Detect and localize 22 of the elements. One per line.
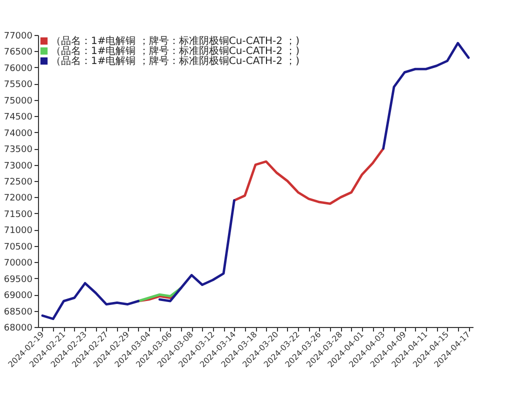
y-tick-label: 68500 xyxy=(4,307,33,318)
y-tick-label: 72500 xyxy=(4,178,33,188)
y-tick-label: 75000 xyxy=(4,96,33,106)
y-tick-label: 69000 xyxy=(4,291,33,302)
y-tick-label: 73500 xyxy=(4,145,33,156)
y-tick-label: 70500 xyxy=(4,242,33,252)
legend-label: （品名：1#电解铜 ；牌号：标准阴极铜Cu-CATH-2 ；) xyxy=(51,55,300,67)
y-tick-label: 76000 xyxy=(4,64,33,74)
y-tick-label: 71000 xyxy=(4,226,33,236)
y-tick-label: 74500 xyxy=(4,112,33,123)
y-tick-label: 73000 xyxy=(4,161,33,172)
legend-label: （品名：1#电解铜 ；牌号：标准阴极铜Cu-CATH-2 ；) xyxy=(51,35,300,47)
y-tick-label: 70000 xyxy=(4,258,33,269)
y-tick-label: 68000 xyxy=(4,324,33,334)
y-tick-label: 74000 xyxy=(4,128,33,139)
y-tick-label: 72000 xyxy=(4,194,33,204)
y-tick-label: 77000 xyxy=(4,32,33,42)
y-tick-label: 75500 xyxy=(4,80,33,90)
y-tick-label: 71500 xyxy=(4,210,33,220)
y-tick-label: 69500 xyxy=(4,274,33,285)
legend-label: （品名：1#电解铜 ；牌号：标准阴极铜Cu-CATH-2 ；) xyxy=(51,45,300,57)
y-tick-label: 76500 xyxy=(4,48,33,58)
